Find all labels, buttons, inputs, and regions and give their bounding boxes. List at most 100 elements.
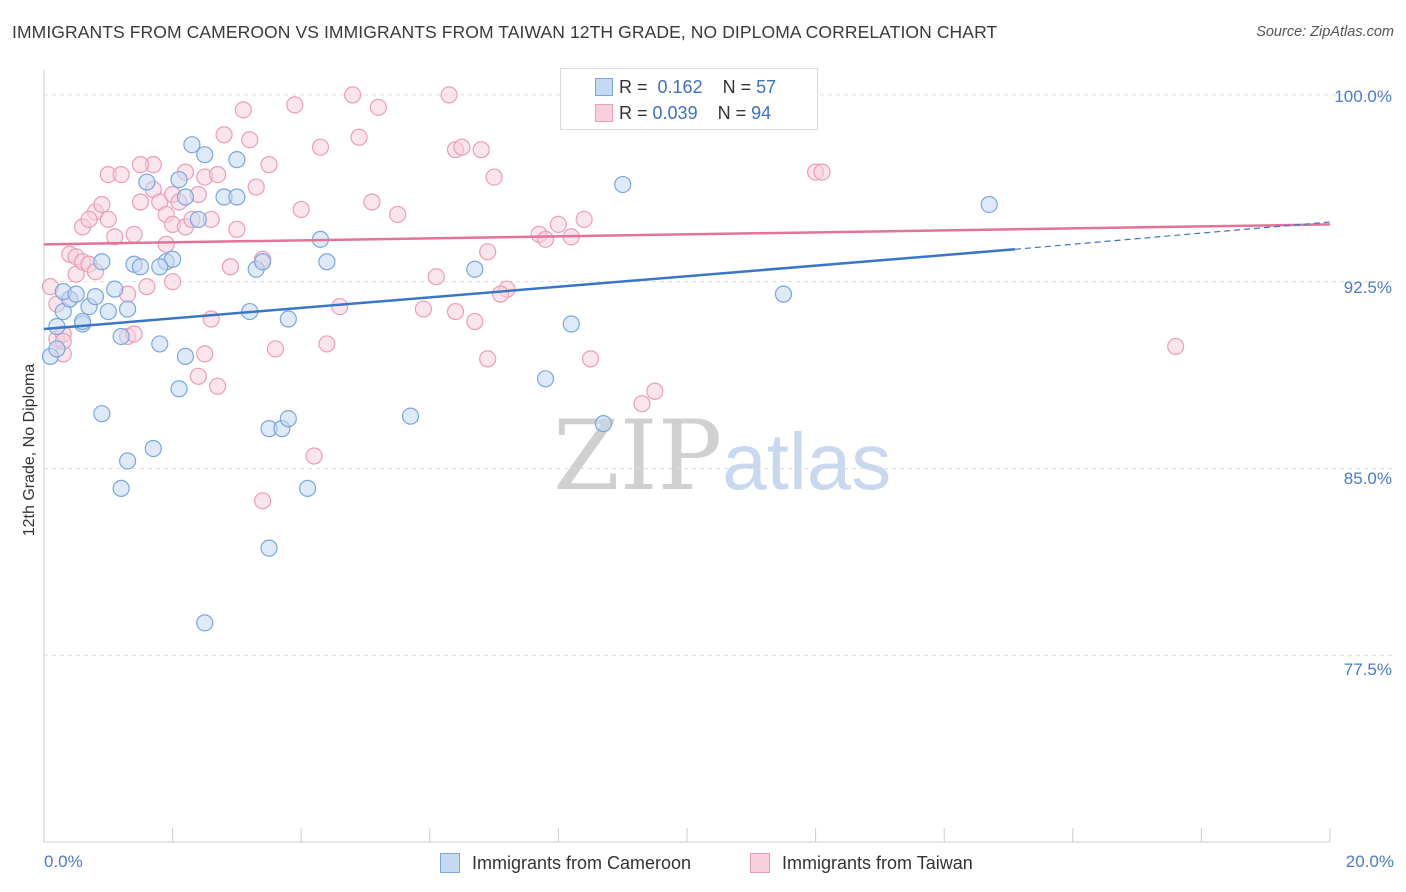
cameroon-point (774, 285, 793, 303)
cameroon-point (144, 439, 162, 458)
taiwan-point (453, 138, 471, 156)
legend-label-cameroon: Immigrants from Cameroon (472, 852, 692, 873)
cameroon-point (228, 188, 246, 206)
taiwan-point (241, 131, 259, 149)
cameroon-point (279, 310, 297, 328)
taiwan-point (292, 200, 310, 219)
taiwan-point (125, 225, 143, 243)
trend-lines (43, 221, 1331, 331)
zipatlas-watermark: ZIPatlas (553, 400, 891, 512)
cameroon-point (112, 327, 130, 346)
legend-swatch-taiwan (595, 104, 613, 122)
cameroon-point (176, 188, 195, 206)
legend-taiwan: Immigrants from Taiwan (750, 850, 973, 876)
stats-legend: R = 0.162 N = 57 R = 0.039 N = 94 (560, 68, 818, 130)
taiwan-point (389, 205, 407, 224)
taiwan-point (414, 300, 432, 318)
taiwan-point (93, 195, 111, 214)
y-tick-label: 77.5% (1343, 660, 1392, 679)
cameroon-point (536, 370, 555, 388)
taiwan-point (131, 193, 150, 211)
legend-n-value: 57 (756, 76, 777, 97)
taiwan-point (311, 138, 330, 156)
taiwan-point (260, 156, 278, 174)
y-tick-label: 92.5% (1343, 278, 1392, 297)
taiwan-point (575, 210, 593, 229)
cameroon-trend-line (43, 248, 1016, 331)
taiwan-point (286, 96, 304, 114)
y-axis-label: 12th Grade, No Diploma (21, 363, 38, 537)
taiwan-point (266, 340, 285, 358)
cameroon-point (151, 258, 169, 276)
taiwan-point (479, 350, 497, 368)
taiwan-point (254, 492, 272, 510)
cameroon-point (594, 415, 613, 433)
taiwan-point (633, 395, 651, 413)
taiwan-point (549, 215, 568, 233)
taiwan-point (446, 302, 465, 321)
taiwan-point (234, 101, 252, 119)
legend-r-label: R = (619, 102, 648, 123)
cameroon-point (176, 347, 195, 365)
legend-row-taiwan: R = 0.039 N = 94 (595, 102, 772, 124)
taiwan-point (131, 156, 150, 174)
taiwan-point (305, 447, 323, 465)
legend-label-taiwan: Immigrants from Taiwan (782, 852, 973, 873)
cameroon-point (299, 479, 317, 497)
axes (43, 70, 1331, 843)
cameroon-point (183, 136, 201, 154)
cameroon-point (279, 410, 297, 428)
taiwan-point (112, 165, 130, 184)
taiwan-point (344, 86, 362, 104)
cameroon-point (138, 173, 156, 191)
x-tick-label: 0.0% (44, 852, 83, 871)
cameroon-point (48, 340, 66, 358)
grid-lines (44, 94, 1394, 656)
legend-n-value: 94 (751, 102, 772, 123)
cameroon-point (131, 258, 150, 276)
cameroon-point (614, 175, 632, 194)
taiwan-point (350, 128, 368, 146)
legend-n-label: N = (717, 102, 747, 123)
taiwan-point (209, 165, 227, 184)
taiwan-point (363, 193, 381, 211)
legend-swatch-taiwan (750, 853, 770, 873)
cameroon-point (196, 146, 214, 164)
cameroon-point (99, 302, 117, 321)
taiwan-point (536, 230, 555, 248)
taiwan-point (581, 350, 600, 368)
taiwan-point (215, 126, 233, 144)
y-tick-label: 85.0% (1343, 469, 1392, 488)
taiwan-point (221, 258, 240, 276)
cameroon-point (86, 288, 105, 306)
taiwan-points (41, 86, 1185, 510)
taiwan-point (331, 297, 349, 316)
taiwan-point (369, 98, 387, 116)
cameroon-points (41, 136, 998, 632)
taiwan-point (646, 382, 664, 400)
cameroon-point (196, 614, 214, 632)
cameroon-point (466, 260, 484, 278)
taiwan-point (99, 210, 117, 229)
x-tick-label: 20.0% (1345, 852, 1394, 871)
taiwan-point (247, 178, 265, 196)
cameroon-trend-extension (1014, 221, 1331, 250)
cameroon-point (260, 539, 278, 557)
taiwan-point (228, 220, 246, 238)
taiwan-point (1167, 337, 1185, 356)
legend-r-value: 0.162 (657, 76, 703, 97)
cameroon-point (106, 280, 124, 298)
legend-swatch-cameroon (440, 853, 460, 873)
legend-row-cameroon: R = 0.162 N = 57 (595, 76, 777, 98)
cameroon-point (562, 315, 580, 333)
taiwan-point (138, 278, 156, 296)
taiwan-point (157, 235, 175, 253)
source-credit: Source: ZipAtlas.com (1256, 24, 1394, 40)
taiwan-point (440, 86, 458, 104)
taiwan-trend-line (43, 223, 1331, 246)
legend-r-label: R = (619, 76, 648, 97)
taiwan-point (485, 168, 503, 186)
cameroon-point (980, 195, 998, 214)
watermark-zip: ZIP (553, 400, 723, 512)
